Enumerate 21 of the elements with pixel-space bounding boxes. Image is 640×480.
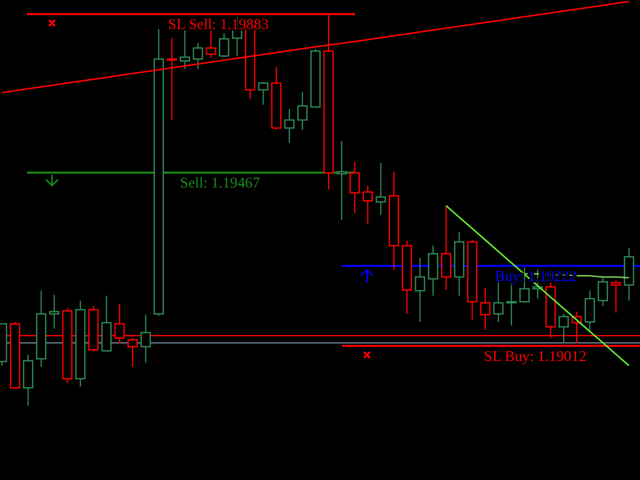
candlestick xyxy=(350,161,360,214)
candlestick xyxy=(297,91,308,131)
candlestick xyxy=(467,239,478,320)
candlestick xyxy=(388,171,400,270)
candlestick xyxy=(584,290,595,332)
candlestick xyxy=(558,313,569,344)
candlestick xyxy=(284,108,295,144)
candlestick xyxy=(271,66,282,131)
candlestick xyxy=(414,257,426,323)
candlestick xyxy=(454,231,464,296)
candlestick xyxy=(440,205,452,291)
candlestick xyxy=(36,290,46,368)
candlestick xyxy=(376,162,386,216)
candlestick xyxy=(154,28,164,316)
candlestick xyxy=(362,185,373,225)
ref-line-label: Sell: 1.19467 xyxy=(180,176,260,192)
candlestick xyxy=(140,314,151,364)
ref-line-label: SL Buy: 1.19012 xyxy=(484,348,586,365)
candlestick xyxy=(336,140,347,220)
candlestick xyxy=(49,294,60,330)
candlestick xyxy=(480,287,490,331)
